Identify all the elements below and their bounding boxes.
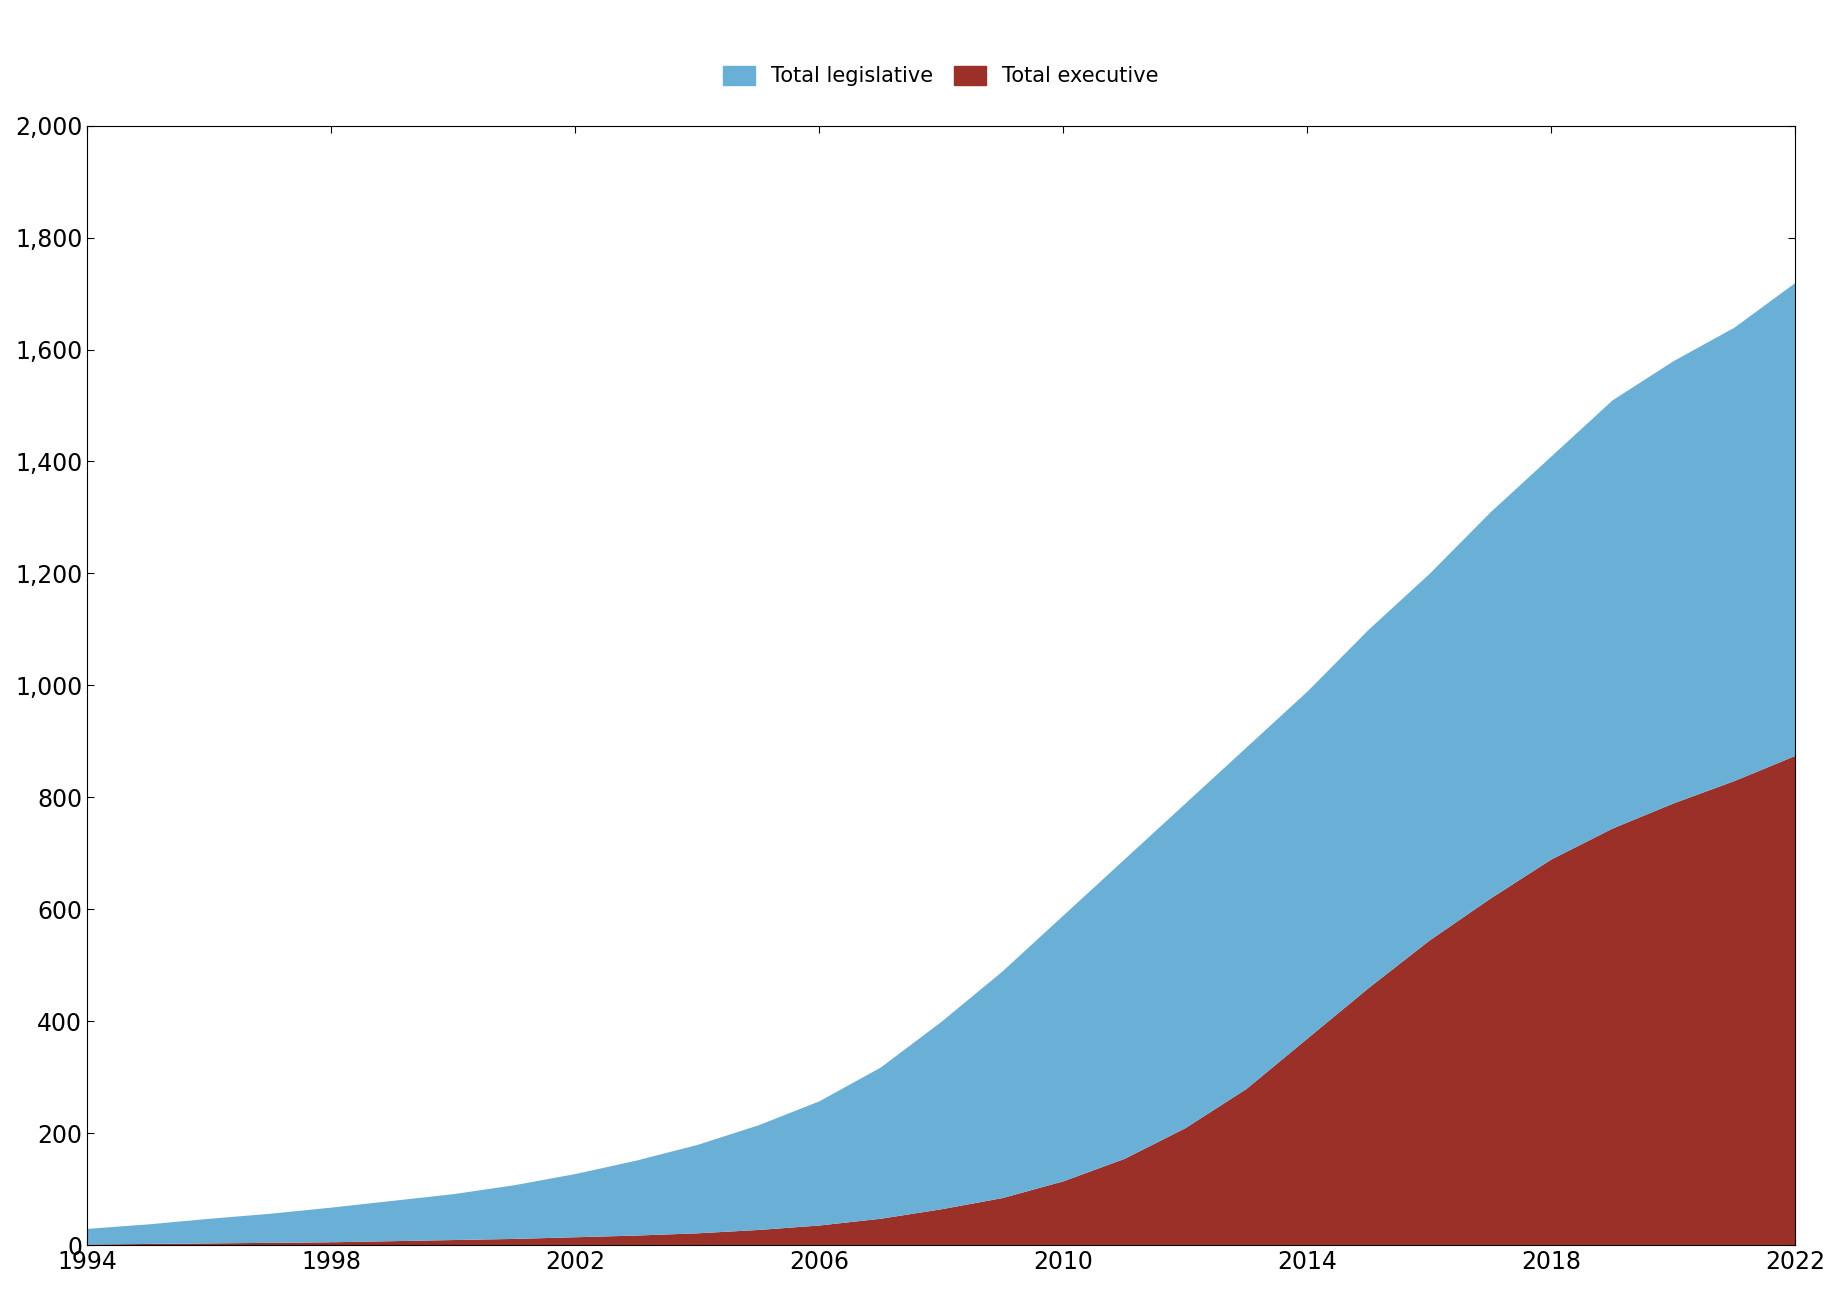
Legend: Total legislative, Total executive: Total legislative, Total executive [715,58,1166,95]
